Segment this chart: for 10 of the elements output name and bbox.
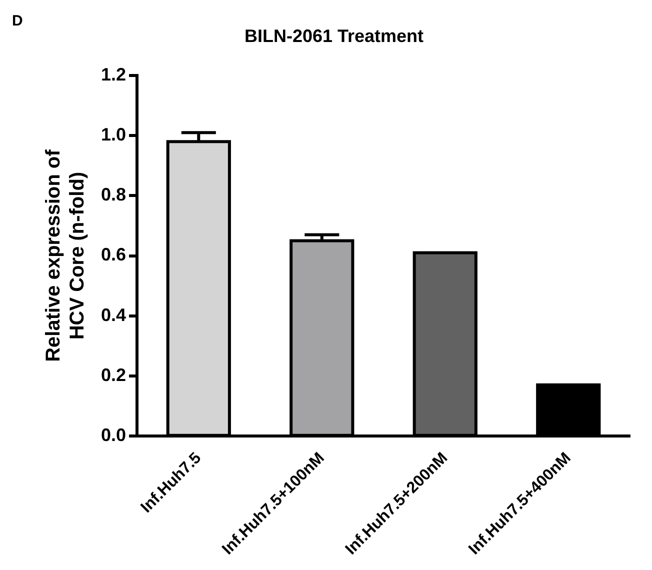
chart-title: BILN-2061 Treatment — [244, 26, 424, 46]
y-tick-label: 0.0 — [100, 424, 126, 445]
y-tick-label: 1.0 — [100, 124, 126, 145]
y-tick-label: 0.2 — [100, 364, 126, 385]
y-axis-title: Relative expression of HCV Core (n-fold) — [42, 149, 89, 362]
text: D — [12, 12, 23, 30]
y-tick-label: 0.6 — [100, 244, 126, 265]
y-tick-label: 1.2 — [100, 64, 126, 85]
y-tick-label: 0.8 — [100, 184, 126, 205]
y-tick-label: 0.4 — [100, 304, 126, 325]
